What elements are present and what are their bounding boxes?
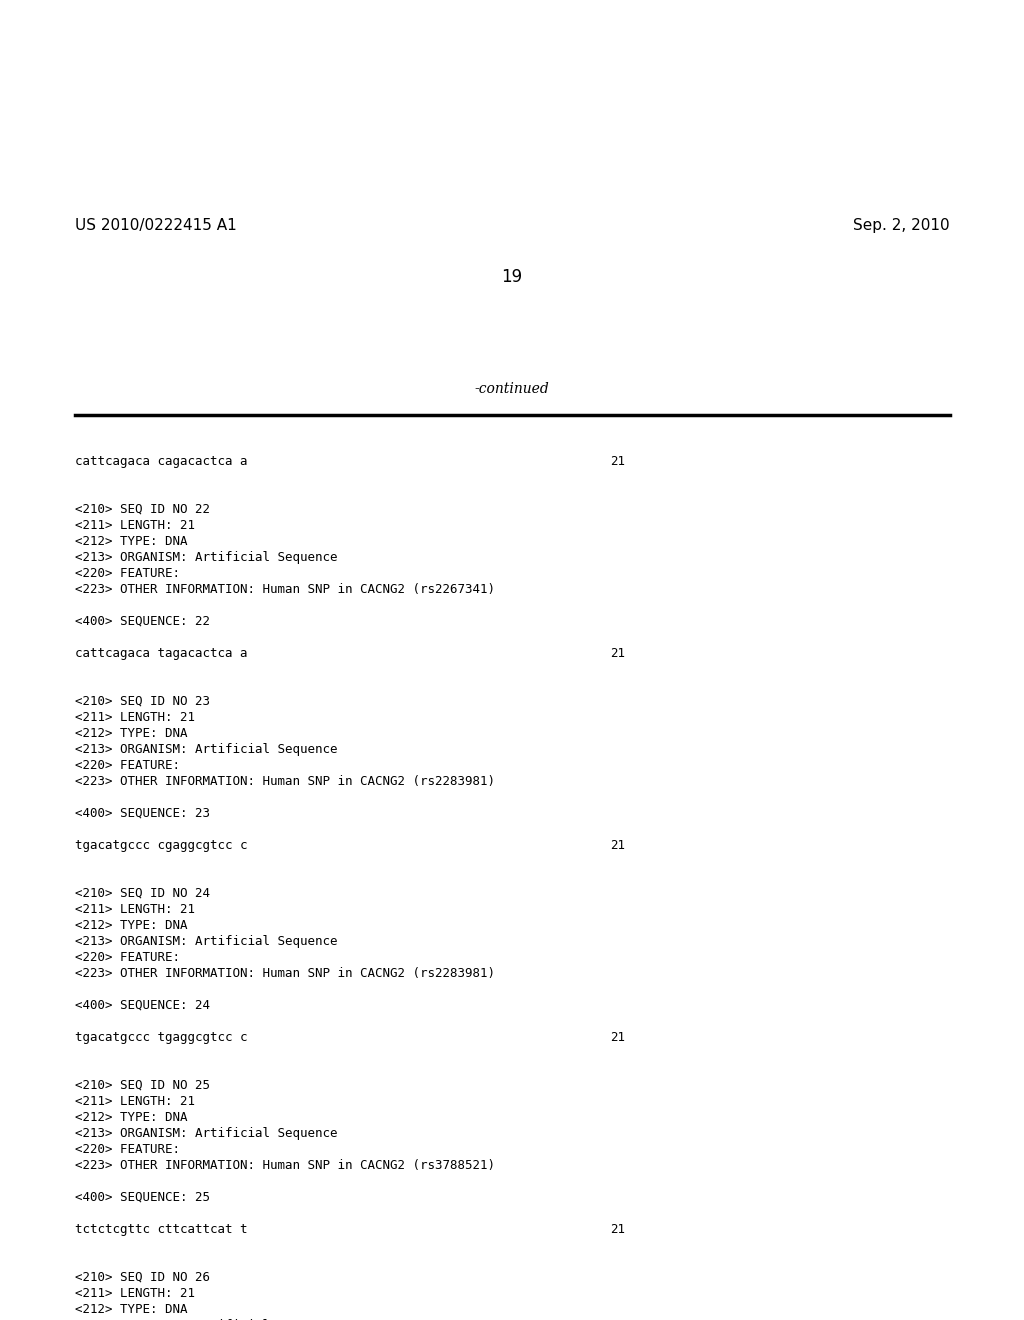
Text: <210> SEQ ID NO 23: <210> SEQ ID NO 23 bbox=[75, 696, 210, 708]
Text: tgacatgccc tgaggcgtcc c: tgacatgccc tgaggcgtcc c bbox=[75, 1031, 248, 1044]
Text: <213> ORGANISM: Artificial Sequence: <213> ORGANISM: Artificial Sequence bbox=[75, 743, 338, 756]
Text: <220> FEATURE:: <220> FEATURE: bbox=[75, 1143, 180, 1156]
Text: <223> OTHER INFORMATION: Human SNP in CACNG2 (rs2283981): <223> OTHER INFORMATION: Human SNP in CA… bbox=[75, 775, 495, 788]
Text: <210> SEQ ID NO 24: <210> SEQ ID NO 24 bbox=[75, 887, 210, 900]
Text: <212> TYPE: DNA: <212> TYPE: DNA bbox=[75, 727, 187, 741]
Text: <220> FEATURE:: <220> FEATURE: bbox=[75, 568, 180, 579]
Text: <400> SEQUENCE: 25: <400> SEQUENCE: 25 bbox=[75, 1191, 210, 1204]
Text: <223> OTHER INFORMATION: Human SNP in CACNG2 (rs2283981): <223> OTHER INFORMATION: Human SNP in CA… bbox=[75, 968, 495, 979]
Text: 19: 19 bbox=[502, 268, 522, 286]
Text: <211> LENGTH: 21: <211> LENGTH: 21 bbox=[75, 711, 195, 723]
Text: <211> LENGTH: 21: <211> LENGTH: 21 bbox=[75, 903, 195, 916]
Text: cattcagaca tagacactca a: cattcagaca tagacactca a bbox=[75, 647, 248, 660]
Text: <220> FEATURE:: <220> FEATURE: bbox=[75, 950, 180, 964]
Text: <211> LENGTH: 21: <211> LENGTH: 21 bbox=[75, 1096, 195, 1107]
Text: 21: 21 bbox=[610, 840, 625, 851]
Text: <220> FEATURE:: <220> FEATURE: bbox=[75, 759, 180, 772]
Text: <213> ORGANISM: Artificial Sequence: <213> ORGANISM: Artificial Sequence bbox=[75, 1127, 338, 1140]
Text: <212> TYPE: DNA: <212> TYPE: DNA bbox=[75, 1111, 187, 1125]
Text: 21: 21 bbox=[610, 1031, 625, 1044]
Text: <212> TYPE: DNA: <212> TYPE: DNA bbox=[75, 1303, 187, 1316]
Text: <211> LENGTH: 21: <211> LENGTH: 21 bbox=[75, 519, 195, 532]
Text: <400> SEQUENCE: 22: <400> SEQUENCE: 22 bbox=[75, 615, 210, 628]
Text: <213> ORGANISM: Artificial Sequence: <213> ORGANISM: Artificial Sequence bbox=[75, 935, 338, 948]
Text: <210> SEQ ID NO 25: <210> SEQ ID NO 25 bbox=[75, 1078, 210, 1092]
Text: -continued: -continued bbox=[475, 381, 549, 396]
Text: cattcagaca cagacactca a: cattcagaca cagacactca a bbox=[75, 455, 248, 469]
Text: <400> SEQUENCE: 23: <400> SEQUENCE: 23 bbox=[75, 807, 210, 820]
Text: tctctcgttc cttcattcat t: tctctcgttc cttcattcat t bbox=[75, 1224, 248, 1236]
Text: <213> ORGANISM: Artificial Sequence: <213> ORGANISM: Artificial Sequence bbox=[75, 550, 338, 564]
Text: <210> SEQ ID NO 22: <210> SEQ ID NO 22 bbox=[75, 503, 210, 516]
Text: <212> TYPE: DNA: <212> TYPE: DNA bbox=[75, 535, 187, 548]
Text: Sep. 2, 2010: Sep. 2, 2010 bbox=[853, 218, 950, 234]
Text: <211> LENGTH: 21: <211> LENGTH: 21 bbox=[75, 1287, 195, 1300]
Text: 21: 21 bbox=[610, 647, 625, 660]
Text: US 2010/0222415 A1: US 2010/0222415 A1 bbox=[75, 218, 237, 234]
Text: tgacatgccc cgaggcgtcc c: tgacatgccc cgaggcgtcc c bbox=[75, 840, 248, 851]
Text: 21: 21 bbox=[610, 455, 625, 469]
Text: <223> OTHER INFORMATION: Human SNP in CACNG2 (rs2267341): <223> OTHER INFORMATION: Human SNP in CA… bbox=[75, 583, 495, 597]
Text: <223> OTHER INFORMATION: Human SNP in CACNG2 (rs3788521): <223> OTHER INFORMATION: Human SNP in CA… bbox=[75, 1159, 495, 1172]
Text: <210> SEQ ID NO 26: <210> SEQ ID NO 26 bbox=[75, 1271, 210, 1284]
Text: <400> SEQUENCE: 24: <400> SEQUENCE: 24 bbox=[75, 999, 210, 1012]
Text: <212> TYPE: DNA: <212> TYPE: DNA bbox=[75, 919, 187, 932]
Text: 21: 21 bbox=[610, 1224, 625, 1236]
